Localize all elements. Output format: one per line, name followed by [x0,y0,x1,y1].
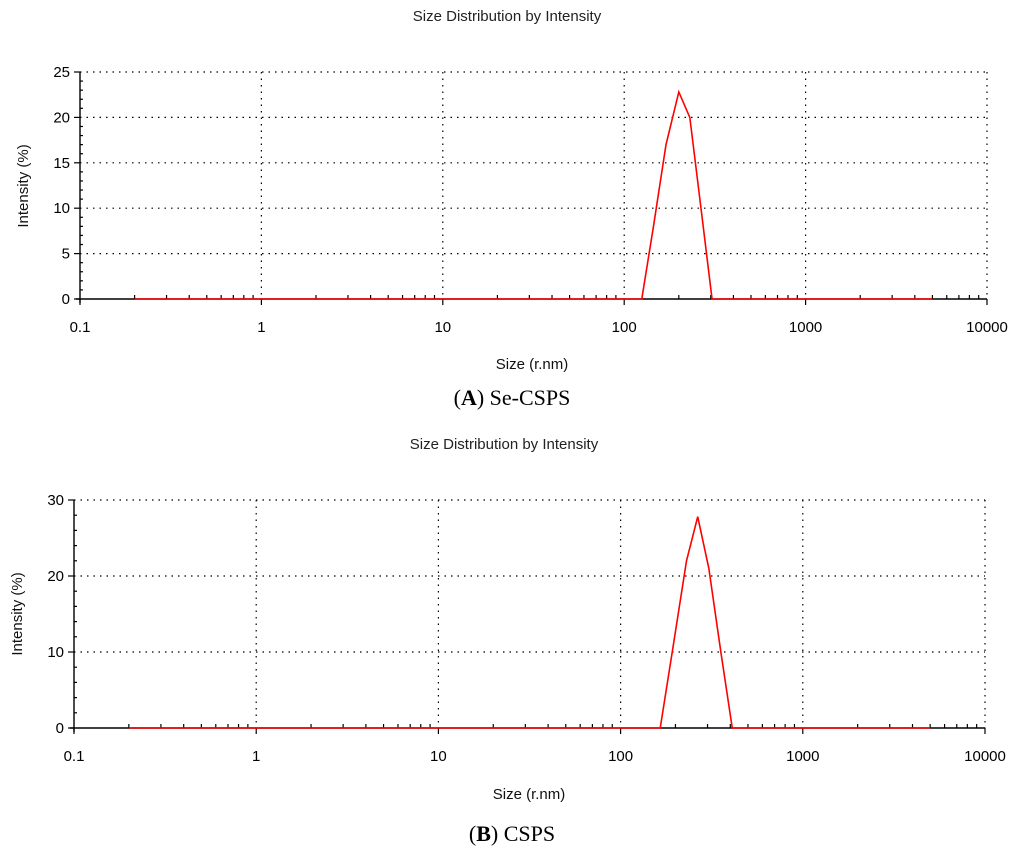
chart-a-axes [74,71,988,305]
chart-a-x-tick-label-0: 0.1 [70,319,91,336]
chart-a-x-tick-label-4: 1000 [789,319,822,336]
chart-a-x-tick-label-1: 1 [257,319,265,336]
chart-b-y-tick-labels: 0 10 20 30 [47,492,64,737]
chart-b-x-tick-label-5: 10000 [964,748,1006,765]
chart-a-minor-ticks [80,80,980,299]
chart-a-series-line [134,89,933,300]
chart-a-x-tick-label-3: 100 [612,319,637,336]
chart-a-caption-letter: A [461,385,477,410]
chart-b-y-tick-label-1: 10 [47,644,64,661]
chart-a-x-axis-label: Size (r.nm) [496,356,569,373]
chart-b-y-tick-label-3: 30 [47,492,64,509]
chart-a-y-tick-label-4: 20 [53,109,70,126]
chart-b-x-tick-label-1: 1 [252,748,260,765]
chart-a-y-tick-label-3: 15 [53,155,70,172]
chart-b-series-line [128,516,931,729]
chart-b-y-tick-label-2: 20 [47,568,64,585]
chart-b-x-tick-labels: 0.1 1 10 100 1000 10000 [64,748,1006,765]
chart-a-caption-text: ) Se-CSPS [477,385,571,410]
chart-b-title: Size Distribution by Intensity [410,436,599,453]
chart-a-y-tick-label-1: 5 [62,246,70,263]
chart-b-y-axis-label: Intensity (%) [9,572,26,655]
chart-b-caption-text: ) CSPS [491,821,555,846]
chart-a-grid [80,71,988,299]
chart-a-y-tick-label-5: 25 [53,64,70,81]
chart-b-x-axis-label: Size (r.nm) [493,786,566,803]
chart-b-caption-letter: B [476,821,491,846]
chart-b-x-tick-label-3: 100 [608,748,633,765]
chart-b-x-tick-label-0: 0.1 [64,748,85,765]
chart-b-caption: (B) CSPS [469,821,555,846]
chart-a-y-axis-label: Intensity (%) [15,144,32,227]
chart-b-minor-ticks [74,514,978,728]
chart-b-axes [68,499,986,734]
chart-b-x-tick-label-2: 10 [430,748,447,765]
chart-a-x-tick-label-5: 10000 [966,319,1008,336]
chart-b-x-tick-label-4: 1000 [786,748,819,765]
chart-a-x-tick-labels: 0.1 1 10 100 1000 10000 [70,319,1008,336]
chart-a-caption: (A) Se-CSPS [454,385,571,410]
chart-b-grid [74,499,986,728]
chart-a-x-tick-label-2: 10 [434,319,451,336]
chart-a-title: Size Distribution by Intensity [413,8,602,25]
chart-a: Size Distribution by Intensity 0 5 10 15 20 2… [15,8,1008,410]
chart-b-y-tick-label-0: 0 [56,720,64,737]
chart-a-y-tick-label-2: 10 [53,200,70,217]
chart-a-y-tick-label-0: 0 [62,291,70,308]
chart-a-y-tick-labels: 0 5 10 15 20 25 [53,64,70,308]
chart-b: Size Distribution by Intensity 0 10 20 30 0… [9,436,1006,846]
